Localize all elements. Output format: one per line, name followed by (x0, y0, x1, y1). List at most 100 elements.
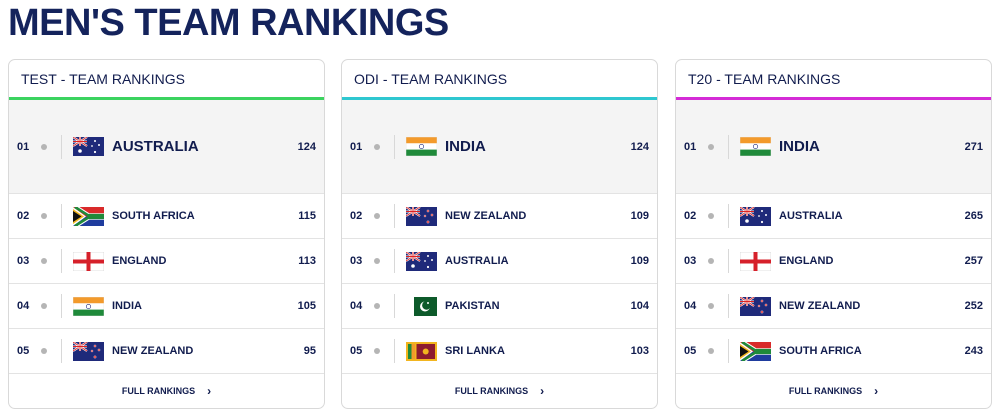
team-name[interactable]: NEW ZEALAND (779, 300, 861, 312)
team-name[interactable]: SOUTH AFRICA (112, 210, 195, 222)
rating-points: 109 (630, 210, 649, 222)
team-name[interactable]: AUSTRALIA (445, 255, 509, 267)
rating-points: 265 (964, 210, 983, 222)
divider (61, 134, 62, 159)
team-name[interactable]: INDIA (112, 300, 142, 312)
full-rankings-label: FULL RANKINGS (788, 385, 863, 396)
movement-dot-icon (708, 143, 714, 150)
ranking-row[interactable]: 03 ENGLAND 113 (9, 239, 324, 284)
divider (394, 204, 395, 228)
rank-position: 05 (684, 345, 697, 357)
team-name[interactable]: ENGLAND (779, 255, 834, 267)
ranking-row[interactable]: 05 NEW ZEALAND 95 (9, 329, 324, 374)
ranking-row[interactable]: 05 SOUTH AFRICA 243 (676, 329, 991, 374)
movement-dot-icon (374, 303, 380, 309)
south-africa-flag-icon (73, 206, 104, 226)
divider (728, 339, 729, 363)
rank-position: 02 (684, 210, 697, 222)
ranking-row[interactable]: 03 AUSTRALIA 109 (342, 239, 657, 284)
ranking-row[interactable]: 04 NEW ZEALAND 252 (676, 284, 991, 329)
card-header: ODI - TEAM RANKINGS (342, 60, 657, 100)
full-rankings-link[interactable]: FULL RANKINGS › (9, 374, 324, 407)
team-name[interactable]: AUSTRALIA (112, 138, 199, 155)
chevron-right-icon: › (874, 383, 879, 398)
divider (728, 134, 729, 159)
movement-dot-icon (374, 143, 380, 150)
rating-points: 252 (964, 300, 983, 312)
ranking-row[interactable]: 01 INDIA 271 (676, 100, 991, 194)
divider (61, 204, 62, 228)
divider (61, 294, 62, 318)
australia-flag-icon (73, 137, 104, 156)
page-title: MEN'S TEAM RANKINGS (8, 2, 449, 44)
england-flag-icon (73, 251, 104, 271)
ranking-row[interactable]: 01 AUSTRALIA 124 (9, 100, 324, 194)
divider (728, 294, 729, 318)
card-header: T20- TEAM RANKINGS (676, 60, 991, 100)
team-name[interactable]: SOUTH AFRICA (779, 345, 862, 357)
rank-position: 02 (17, 210, 30, 222)
rank-position: 04 (684, 300, 697, 312)
rating-points: 109 (630, 255, 649, 267)
australia-flag-icon (740, 206, 771, 226)
team-name[interactable]: NEW ZEALAND (445, 210, 527, 222)
ranking-row[interactable]: 03 ENGLAND 257 (676, 239, 991, 284)
full-rankings-label: FULL RANKINGS (121, 385, 196, 396)
team-name[interactable]: INDIA (779, 138, 820, 155)
india-flag-icon (73, 296, 104, 316)
rank-position: 01 (350, 140, 363, 153)
rank-position: 01 (17, 140, 30, 153)
movement-dot-icon (41, 258, 47, 264)
divider (61, 339, 62, 363)
team-name[interactable]: AUSTRALIA (779, 210, 843, 222)
full-rankings-link[interactable]: FULL RANKINGS › (342, 374, 657, 407)
movement-dot-icon (41, 303, 47, 309)
team-name[interactable]: PAKISTAN (445, 300, 500, 312)
movement-dot-icon (708, 303, 714, 309)
rating-points: 124 (297, 140, 316, 153)
ranking-card-t20: T20- TEAM RANKINGS 01 INDIA 271 02 AUSTRALIA 2… (675, 59, 992, 409)
card-header: TEST - TEAM RANKINGS (9, 60, 324, 100)
rank-position: 02 (350, 210, 363, 222)
rank-position: 04 (17, 300, 30, 312)
ranking-card-test: TEST - TEAM RANKINGS 01 AUSTRALIA 124 02 SOUTH… (8, 59, 325, 409)
ranking-row[interactable]: 05 SRI LANKA 103 (342, 329, 657, 374)
divider (394, 134, 395, 159)
australia-flag-icon (406, 251, 437, 271)
rank-position: 03 (17, 255, 30, 267)
ranking-row[interactable]: 04 INDIA 105 (9, 284, 324, 329)
pakistan-flag-icon (406, 296, 437, 316)
rank-position: 03 (350, 255, 363, 267)
rating-points: 243 (964, 345, 983, 357)
team-name[interactable]: SRI LANKA (445, 345, 505, 357)
new-zealand-flag-icon (740, 296, 771, 316)
team-name[interactable]: ENGLAND (112, 255, 167, 267)
ranking-row[interactable]: 04 PAKISTAN 104 (342, 284, 657, 329)
rank-position: 03 (684, 255, 697, 267)
team-name[interactable]: NEW ZEALAND (112, 345, 194, 357)
rating-points: 257 (964, 255, 983, 267)
rank-position: 01 (684, 140, 697, 153)
rating-points: 124 (630, 140, 649, 153)
format-label: ODI (354, 70, 379, 87)
movement-dot-icon (41, 143, 47, 150)
rating-points: 95 (303, 345, 316, 357)
card-title: - TEAM RANKINGS (716, 70, 841, 87)
ranking-row[interactable]: 02 NEW ZEALAND 109 (342, 194, 657, 239)
movement-dot-icon (708, 348, 714, 354)
rank-position: 05 (17, 345, 30, 357)
chevron-right-icon: › (207, 383, 212, 398)
divider (728, 204, 729, 228)
ranking-row[interactable]: 02 SOUTH AFRICA 115 (9, 194, 324, 239)
full-rankings-link[interactable]: FULL RANKINGS › (676, 374, 991, 407)
format-label: TEST (21, 70, 57, 87)
team-name[interactable]: INDIA (445, 138, 486, 155)
south-africa-flag-icon (740, 341, 771, 361)
movement-dot-icon (41, 213, 47, 219)
rank-position: 04 (350, 300, 363, 312)
ranking-row[interactable]: 02 AUSTRALIA 265 (676, 194, 991, 239)
ranking-row[interactable]: 01 INDIA 124 (342, 100, 657, 194)
full-rankings-label: FULL RANKINGS (454, 385, 529, 396)
rating-points: 115 (298, 210, 316, 222)
movement-dot-icon (374, 213, 380, 219)
